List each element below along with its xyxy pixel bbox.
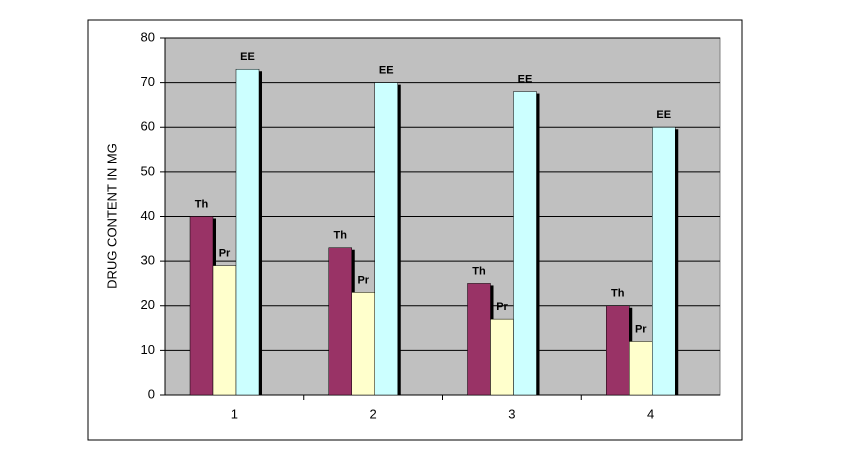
bar bbox=[351, 292, 375, 396]
bar bbox=[235, 68, 260, 396]
bar bbox=[374, 82, 398, 396]
bar bbox=[189, 216, 214, 396]
y-tick-label: 60 bbox=[141, 119, 155, 134]
y-tick-label: 70 bbox=[141, 74, 155, 89]
y-tick-label: 20 bbox=[141, 297, 155, 312]
data-label: Pr bbox=[496, 301, 508, 313]
y-tick-label: 40 bbox=[141, 208, 155, 223]
data-label: EE bbox=[518, 73, 533, 85]
bar bbox=[328, 247, 352, 396]
x-tick-label: 2 bbox=[370, 406, 377, 421]
data-label: EE bbox=[379, 65, 394, 77]
x-tick-label: 1 bbox=[231, 406, 238, 421]
bar bbox=[513, 91, 537, 396]
x-tick-label: 3 bbox=[508, 406, 515, 421]
y-tick-label: 50 bbox=[141, 163, 155, 178]
data-label: EE bbox=[240, 51, 255, 63]
data-label: Th bbox=[334, 230, 348, 242]
data-label: Pr bbox=[357, 274, 369, 286]
y-axis-title: DRUG CONTENT IN MG bbox=[104, 143, 119, 289]
y-tick-label: 0 bbox=[148, 386, 155, 401]
data-label: Th bbox=[472, 265, 486, 277]
y-tick-label: 10 bbox=[141, 342, 155, 357]
x-tick-label: 4 bbox=[647, 406, 654, 421]
bar bbox=[629, 341, 653, 396]
bar bbox=[467, 283, 491, 396]
data-label: Th bbox=[195, 198, 209, 210]
data-label: Th bbox=[611, 288, 625, 300]
bar bbox=[212, 265, 237, 396]
bar bbox=[606, 305, 630, 396]
data-label: EE bbox=[656, 109, 671, 121]
data-label: Pr bbox=[219, 247, 231, 259]
y-tick-label: 80 bbox=[141, 29, 155, 44]
bar bbox=[652, 127, 676, 396]
data-label: Pr bbox=[635, 323, 647, 335]
bar bbox=[490, 318, 514, 396]
y-tick-label: 30 bbox=[141, 253, 155, 268]
